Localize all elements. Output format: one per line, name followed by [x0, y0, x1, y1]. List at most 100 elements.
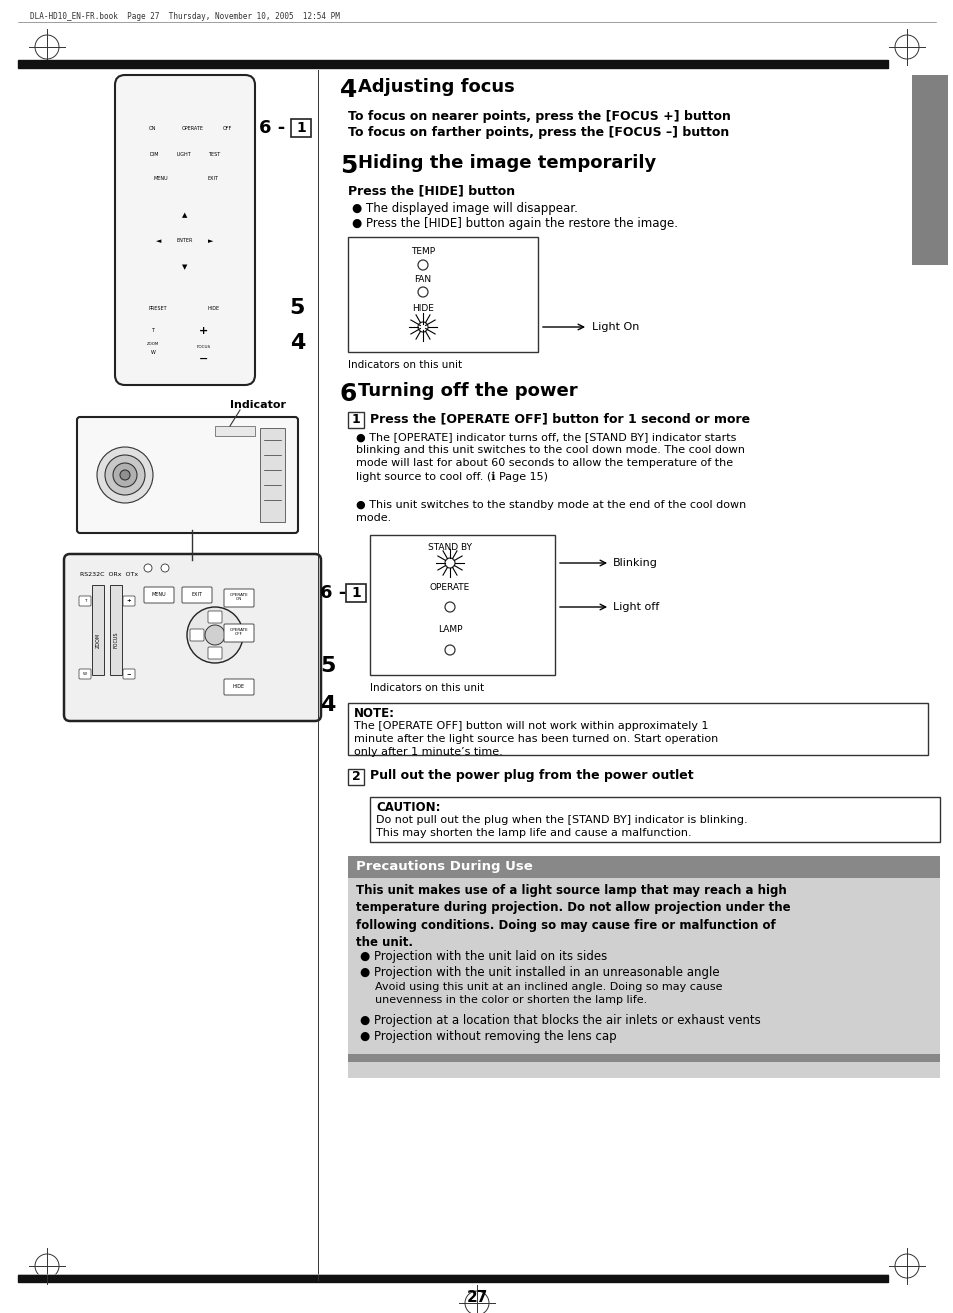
FancyBboxPatch shape: [123, 670, 135, 679]
Text: 1: 1: [295, 121, 306, 135]
Circle shape: [417, 260, 428, 270]
Text: ◄: ◄: [156, 238, 161, 244]
Text: ENGLISH: ENGLISH: [923, 139, 936, 201]
Text: Indicators on this unit: Indicators on this unit: [370, 683, 483, 693]
Text: Indicators on this unit: Indicators on this unit: [348, 360, 461, 370]
Text: TEMP: TEMP: [411, 247, 435, 256]
Text: TEST: TEST: [208, 151, 220, 156]
Text: FOCUS: FOCUS: [113, 632, 118, 649]
Text: Press the [HIDE] button: Press the [HIDE] button: [348, 184, 515, 197]
Text: ● Projection with the unit laid on its sides: ● Projection with the unit laid on its s…: [359, 951, 607, 962]
Text: 5: 5: [290, 298, 305, 318]
FancyBboxPatch shape: [141, 343, 165, 361]
Text: Light off: Light off: [613, 601, 659, 612]
Text: 6: 6: [339, 382, 357, 406]
Text: CAUTION:: CAUTION:: [375, 801, 440, 814]
Circle shape: [144, 565, 152, 572]
Bar: [348, 238, 537, 352]
Bar: [190, 323, 218, 365]
Text: 2: 2: [352, 769, 360, 783]
Text: DIM: DIM: [149, 151, 158, 156]
Text: MENU: MENU: [152, 592, 166, 597]
Text: ZOOM: ZOOM: [147, 341, 159, 347]
Text: Blinking: Blinking: [613, 558, 658, 569]
FancyBboxPatch shape: [115, 75, 254, 385]
FancyBboxPatch shape: [193, 167, 233, 186]
Circle shape: [112, 463, 137, 487]
Bar: [348, 412, 364, 428]
Text: 4: 4: [290, 334, 305, 353]
Text: 1: 1: [352, 414, 360, 425]
FancyBboxPatch shape: [208, 647, 222, 659]
FancyBboxPatch shape: [226, 629, 240, 641]
Bar: [110, 586, 122, 675]
Text: ►: ►: [208, 238, 213, 244]
FancyBboxPatch shape: [182, 587, 212, 603]
Text: Turning off the power: Turning off the power: [357, 382, 577, 400]
Text: 1: 1: [351, 586, 360, 600]
Bar: [348, 856, 939, 878]
Bar: [348, 769, 364, 785]
Bar: [348, 878, 939, 1078]
Text: ● Press the [HIDE] button again the restore the image.: ● Press the [HIDE] button again the rest…: [352, 217, 678, 230]
FancyBboxPatch shape: [224, 624, 253, 642]
Circle shape: [177, 146, 191, 160]
Text: +: +: [199, 326, 209, 336]
Circle shape: [147, 202, 223, 278]
Text: OPERATE
ON: OPERATE ON: [230, 592, 248, 601]
Circle shape: [171, 226, 199, 253]
FancyBboxPatch shape: [123, 596, 135, 607]
Text: ● This unit switches to the standby mode at the end of the cool down
mode.: ● This unit switches to the standby mode…: [355, 500, 745, 523]
FancyBboxPatch shape: [77, 418, 297, 533]
Text: 5: 5: [319, 656, 335, 676]
Circle shape: [147, 146, 161, 160]
Bar: [370, 534, 555, 675]
Bar: [260, 428, 285, 523]
Bar: [346, 584, 366, 601]
Text: 6 -: 6 -: [258, 119, 285, 137]
Text: ● The [OPERATE] indicator turns off, the [STAND BY] indicator starts
blinking an: ● The [OPERATE] indicator turns off, the…: [355, 432, 744, 482]
FancyBboxPatch shape: [64, 554, 320, 721]
Text: Precautions During Use: Precautions During Use: [355, 860, 532, 873]
Text: T: T: [152, 328, 154, 334]
Circle shape: [146, 121, 160, 135]
Text: W: W: [151, 349, 155, 355]
Text: ● Projection with the unit installed in an unreasonable angle: ● Projection with the unit installed in …: [359, 966, 719, 979]
Text: LAMP: LAMP: [437, 625, 462, 634]
Text: ● Projection without removing the lens cap: ● Projection without removing the lens c…: [359, 1029, 616, 1043]
FancyBboxPatch shape: [190, 629, 204, 641]
Circle shape: [207, 146, 221, 160]
Text: DLA-HD10_EN-FR.book  Page 27  Thursday, November 10, 2005  12:54 PM: DLA-HD10_EN-FR.book Page 27 Thursday, No…: [30, 12, 339, 21]
FancyBboxPatch shape: [141, 167, 181, 186]
Circle shape: [151, 301, 165, 315]
Bar: [911, 75, 947, 265]
Text: RS232C  ORx  OTx: RS232C ORx OTx: [80, 572, 138, 576]
Text: LIGHT: LIGHT: [176, 151, 192, 156]
Text: HIDE: HIDE: [412, 305, 434, 312]
Text: 6 -: 6 -: [319, 584, 346, 601]
Circle shape: [444, 645, 455, 655]
FancyBboxPatch shape: [79, 670, 91, 679]
FancyBboxPatch shape: [224, 590, 253, 607]
Text: PRESET: PRESET: [149, 306, 167, 311]
Text: −: −: [199, 355, 209, 364]
Text: Light On: Light On: [592, 322, 639, 332]
Text: ▲: ▲: [182, 211, 188, 218]
Text: This unit makes use of a light source lamp that may reach a high
temperature dur: This unit makes use of a light source la…: [355, 884, 790, 949]
Text: OPERATE: OPERATE: [182, 126, 204, 131]
Circle shape: [207, 301, 221, 315]
Circle shape: [120, 470, 130, 481]
Text: ZOOM: ZOOM: [95, 633, 100, 647]
Text: −: −: [127, 671, 132, 676]
Text: Pull out the power plug from the power outlet: Pull out the power plug from the power o…: [370, 769, 693, 783]
Text: OFF: OFF: [222, 126, 232, 131]
Bar: [348, 702, 927, 755]
Circle shape: [417, 322, 428, 332]
Text: The [OPERATE OFF] button will not work within approximately 1
minute after the l: The [OPERATE OFF] button will not work w…: [354, 721, 718, 756]
Circle shape: [444, 558, 455, 569]
Text: ● Projection at a location that blocks the air inlets or exhaust vents: ● Projection at a location that blocks t…: [359, 1014, 760, 1027]
Text: To focus on nearer points, press the [FOCUS +] button: To focus on nearer points, press the [FO…: [348, 110, 730, 123]
Text: ● The displayed image will disappear.: ● The displayed image will disappear.: [352, 202, 578, 215]
Text: EXIT: EXIT: [192, 592, 202, 597]
Text: ON: ON: [149, 126, 156, 131]
